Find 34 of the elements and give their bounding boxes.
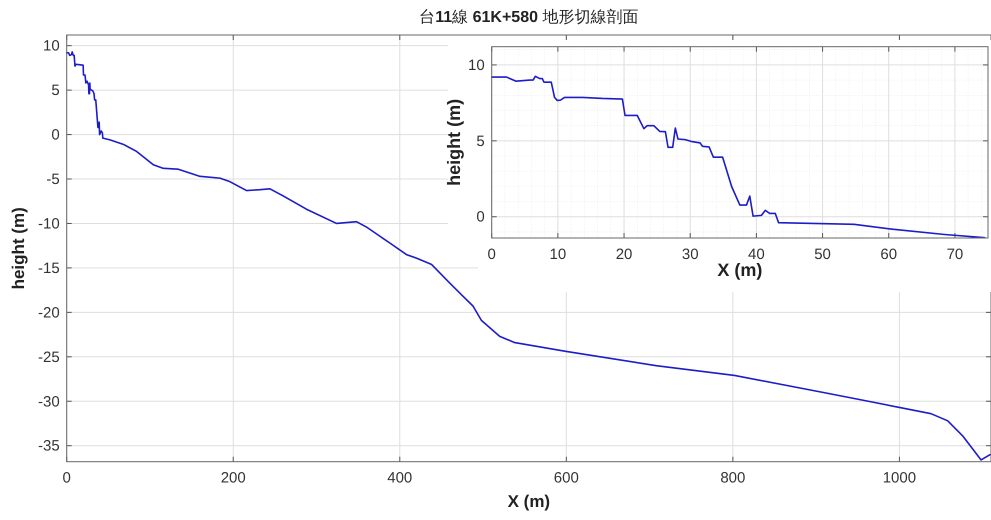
y-tick-label: -30 — [38, 393, 60, 410]
line-series — [66, 51, 991, 461]
y-tick-label: 5 — [51, 82, 60, 100]
chart-title: 台11線 61K+580 地形切線剖面 — [419, 8, 638, 26]
y-tick-label: 10 — [468, 56, 485, 74]
y-tick-label: -35 — [38, 438, 60, 455]
y-tick-label: 0 — [476, 208, 485, 226]
y-tick-label: 0 — [51, 126, 60, 144]
y-tick-label: 5 — [476, 132, 485, 150]
y-tick-label: -10 — [38, 215, 60, 232]
x-tick-label: 0 — [62, 470, 71, 487]
x-tick-label: 400 — [387, 470, 412, 487]
y-tick-label: 10 — [43, 38, 60, 55]
line-series — [490, 76, 986, 238]
x-tick-label: 200 — [220, 470, 246, 487]
x-tick-label: 50 — [814, 246, 831, 263]
x-tick-label: 20 — [616, 246, 632, 263]
y-tick-label: -15 — [38, 260, 60, 277]
x-tick-label: 70 — [946, 246, 964, 263]
x-tick-label: 1000 — [882, 470, 916, 487]
x-tick-label: 0 — [488, 246, 496, 263]
y-axis-title: height (m) — [9, 207, 28, 290]
y-tick-label: -5 — [46, 171, 60, 188]
x-tick-label: 800 — [720, 470, 746, 487]
y-tick-label: -25 — [38, 348, 60, 366]
x-tick-label: 600 — [554, 470, 579, 487]
y-tick-label: -20 — [38, 304, 60, 322]
x-axis-title: X (m) — [717, 260, 762, 280]
x-tick-label: 60 — [880, 246, 898, 263]
x-tick-label: 30 — [682, 246, 699, 263]
x-tick-label: 40 — [748, 246, 765, 263]
y-axis-title: height (m) — [444, 98, 464, 186]
x-axis-title: X (m) — [508, 492, 550, 511]
x-tick-label: 10 — [550, 246, 566, 263]
